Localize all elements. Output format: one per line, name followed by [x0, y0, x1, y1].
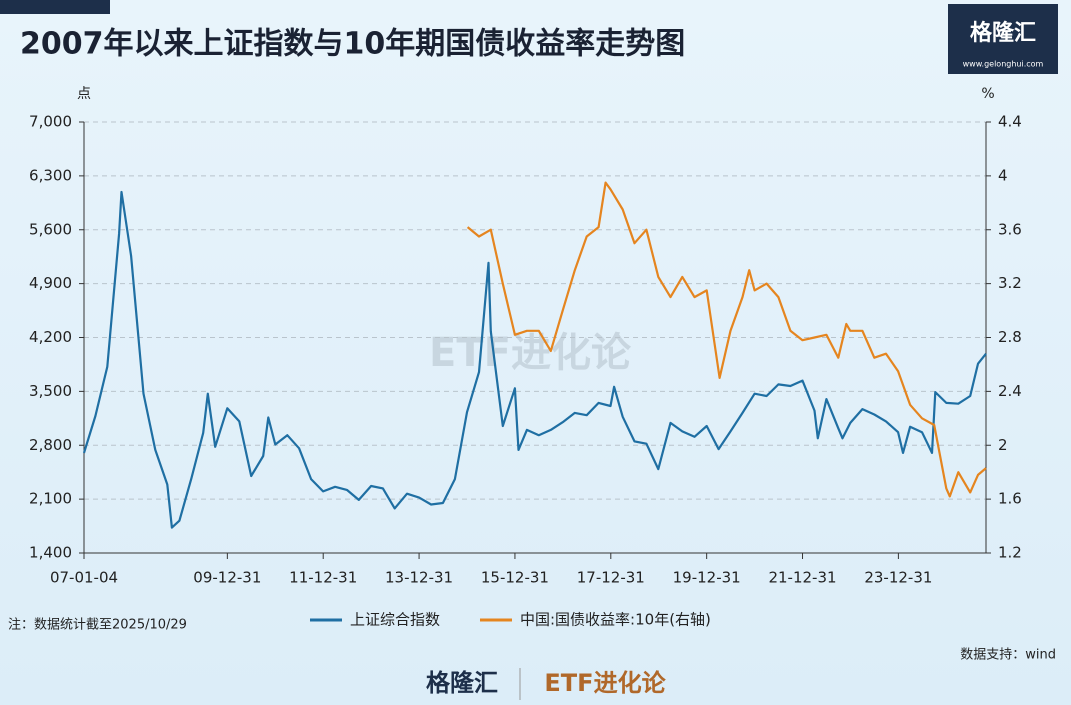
y-tick-label: 7,000: [29, 113, 72, 131]
y-tick-label: 4,900: [29, 274, 72, 292]
y2-tick-label: 3.2: [998, 274, 1022, 292]
source: 数据支持：wind: [960, 648, 1056, 663]
x-tick-label: 09-12-31: [193, 569, 261, 587]
series-line: [466, 181, 987, 498]
y-tick-label: 2,800: [29, 436, 72, 454]
footer-logo: 格隆汇: [426, 669, 498, 697]
x-tick-label: 11-12-31: [289, 569, 357, 587]
legend-label: 中国:国债收益率:10年(右轴): [520, 611, 711, 629]
watermark: ETF进化论: [429, 330, 632, 376]
y2-tick-label: 2: [998, 436, 1008, 454]
legend-label: 上证综合指数: [350, 611, 440, 629]
series-line: [82, 190, 987, 529]
y-tick-label: 4,200: [29, 328, 72, 346]
x-tick-label: 15-12-31: [481, 569, 549, 587]
y-tick-label: 6,300: [29, 166, 72, 184]
y2-tick-label: 2.8: [998, 328, 1022, 346]
x-tick-label: 13-12-31: [385, 569, 453, 587]
x-tick-label: 17-12-31: [577, 569, 645, 587]
y2-tick-label: 3.6: [998, 220, 1022, 238]
y2-tick-label: 4: [998, 166, 1008, 184]
note: 注：数据统计截至2025/10/29: [8, 618, 187, 633]
x-tick-label: 21-12-31: [768, 569, 836, 587]
y2-unit: %: [981, 86, 994, 102]
y-tick-label: 3,500: [29, 382, 72, 400]
y-unit: 点: [77, 86, 91, 102]
y2-tick-label: 2.4: [998, 382, 1022, 400]
top-bar: [0, 0, 110, 14]
x-tick-label: 23-12-31: [864, 569, 932, 587]
logo-box: [948, 4, 1058, 74]
y2-tick-label: 4.4: [998, 113, 1022, 131]
y-tick-label: 2,100: [29, 490, 72, 508]
y-tick-label: 5,600: [29, 220, 72, 238]
x-tick-label: 19-12-31: [673, 569, 741, 587]
chart-title: 2007年以来上证指数与10年期国债收益率走势图: [20, 27, 685, 62]
logo-url: www.gelonghui.com: [963, 60, 1044, 69]
y-tick-label: 1,400: [29, 544, 72, 562]
footer-column: ETF进化论: [544, 669, 666, 697]
y2-tick-label: 1.6: [998, 490, 1022, 508]
y2-tick-label: 1.2: [998, 544, 1022, 562]
logo-text: 格隆汇: [970, 20, 1036, 46]
x-tick-label: 07-01-04: [50, 569, 118, 587]
